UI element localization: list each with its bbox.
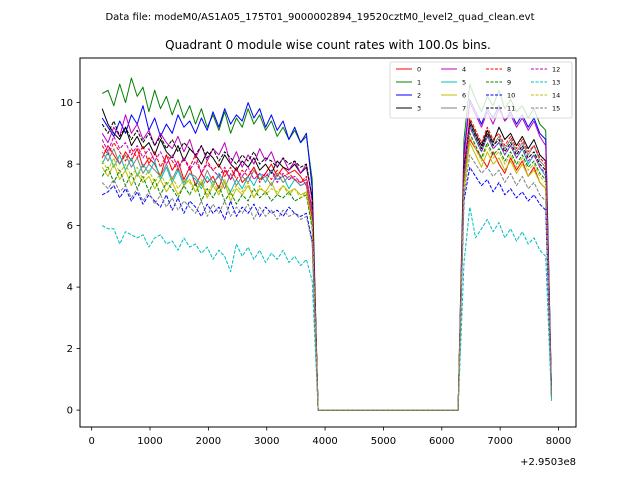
plot-frame (79, 57, 577, 428)
legend-label-2: 2 (417, 91, 421, 99)
legend-label-7: 7 (462, 104, 466, 112)
x-tick-label: 6000 (429, 436, 454, 447)
legend-label-1: 1 (417, 78, 421, 86)
legend-label-4: 4 (462, 65, 466, 73)
legend-label-5: 5 (462, 78, 466, 86)
y-tick-label: 0 (67, 406, 73, 417)
chart-suptitle: Data file: modeM0/AS1A05_175T01_90000028… (105, 12, 534, 23)
x-axis-ticks: 0 1000 2000 3000 4000 5000 6000 7000 8000 (88, 427, 571, 447)
legend-label-9: 9 (507, 78, 511, 86)
legend-label-13: 13 (552, 78, 560, 86)
y-tick-label: 2 (67, 344, 73, 355)
legend-label-11: 11 (507, 104, 515, 112)
legend-label-15: 15 (552, 104, 560, 112)
x-axis-offset-label: +2.9503e8 (520, 457, 576, 468)
legend-label-12: 12 (552, 65, 560, 73)
y-tick-label: 8 (67, 160, 73, 171)
x-tick-label: 4000 (312, 436, 337, 447)
plot-lines (101, 77, 552, 411)
legend-box (389, 61, 573, 119)
legend-label-0: 0 (417, 65, 421, 73)
legend-label-8: 8 (507, 65, 511, 73)
x-tick-label: 3000 (254, 436, 279, 447)
y-axis-ticks: 0 2 4 6 8 10 (60, 98, 80, 417)
x-tick-label: 2000 (196, 436, 221, 447)
legend-label-14: 14 (552, 91, 560, 99)
series-line-8 (101, 117, 552, 411)
y-tick-label: 6 (67, 221, 73, 232)
legend-label-6: 6 (462, 91, 466, 99)
x-tick-label: 1000 (137, 436, 162, 447)
x-tick-label: 7000 (487, 436, 512, 447)
series-line-13 (101, 206, 552, 411)
series-line-10 (101, 166, 552, 411)
x-tick-label: 8000 (546, 436, 571, 447)
legend-label-3: 3 (417, 104, 421, 112)
y-tick-label: 4 (67, 283, 73, 294)
legend-label-10: 10 (507, 91, 515, 99)
series-line-15 (101, 154, 552, 411)
chart-title: Quadrant 0 module wise count rates with … (165, 38, 491, 52)
x-tick-label: 5000 (371, 436, 396, 447)
x-tick-label: 0 (88, 436, 94, 447)
y-tick-label: 10 (60, 98, 73, 109)
